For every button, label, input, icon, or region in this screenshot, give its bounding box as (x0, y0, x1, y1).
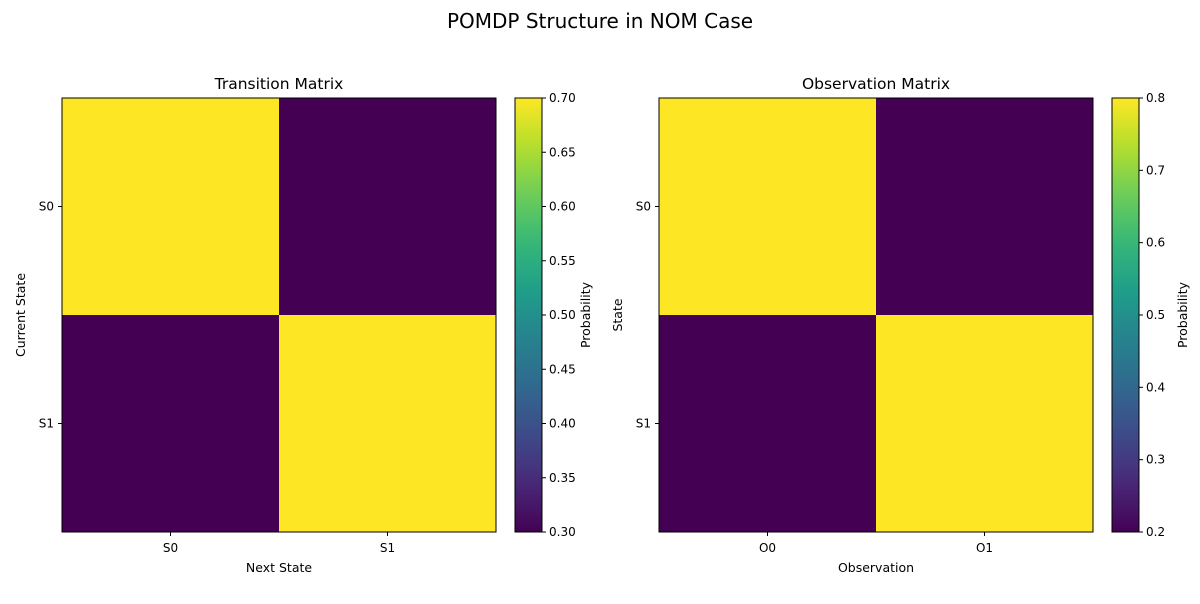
chart1-y-tick-label-1: S1 (636, 417, 651, 431)
chart1-axes-frame (658, 97, 1094, 533)
chart1-x-axis-label: Observation (838, 560, 914, 575)
chart1-x-tick-label-0: O0 (759, 541, 776, 555)
chart1-title: Observation Matrix (802, 75, 950, 93)
chart1-colorbar-tick-label-3: 0.5 (1146, 308, 1165, 322)
chart0-y-tick-label-1: S1 (39, 417, 54, 431)
chart0-colorbar-tick-label-2: 0.40 (549, 417, 576, 431)
chart0-colorbar-label: Probability (578, 281, 593, 348)
chart1-colorbar-tick-label-2: 0.4 (1146, 380, 1165, 394)
observation-matrix-panel: Observation Matrix O0 O1 S0 S1 Observation Sta… (610, 75, 1190, 575)
chart0-colorbar-tick-label-8: 0.70 (549, 91, 576, 105)
chart0-cell-0-0 (62, 98, 280, 316)
chart1-colorbar-tick-label-1: 0.3 (1146, 453, 1165, 467)
chart1-y-tick-label-0: S0 (636, 200, 651, 214)
chart1-y-axis-label: State (610, 298, 625, 331)
chart1-colorbar-label: Probability (1175, 281, 1190, 348)
chart0-y-tick-label-0: S0 (39, 200, 54, 214)
chart1-colorbar-tick-label-0: 0.2 (1146, 525, 1165, 539)
figure-title: POMDP Structure in NOM Case (447, 9, 753, 33)
chart0-colorbar (514, 97, 543, 533)
chart1-cell-0-1 (876, 98, 1094, 316)
chart1-cell-0-0 (659, 98, 877, 316)
chart1-x-tick-label-1: O1 (976, 541, 993, 555)
chart1-colorbar-tick-label-5: 0.7 (1146, 163, 1165, 177)
chart1-colorbar-tick-label-6: 0.8 (1146, 91, 1165, 105)
chart0-cell-1-0 (62, 315, 280, 533)
chart1-cell-1-1 (876, 315, 1094, 533)
chart0-colorbar-tick-label-0: 0.30 (549, 525, 576, 539)
chart0-y-axis-label: Current State (13, 273, 28, 357)
chart1-cell-1-0 (659, 315, 877, 533)
chart0-x-axis-label: Next State (246, 560, 312, 575)
chart0-title: Transition Matrix (214, 75, 344, 93)
chart0-cell-1-1 (279, 315, 497, 533)
chart0-x-tick-label-0: S0 (163, 541, 178, 555)
chart0-colorbar-tick-label-5: 0.55 (549, 254, 576, 268)
chart0-axes-frame (61, 97, 497, 533)
chart1-colorbar (1111, 97, 1140, 533)
chart0-x-tick-label-1: S1 (380, 541, 395, 555)
chart0-colorbar-tick-label-6: 0.60 (549, 200, 576, 214)
transition-matrix-panel: Transition Matrix S0 S1 S0 S1 Next State Curre… (13, 75, 593, 575)
chart0-colorbar-tick-label-4: 0.50 (549, 308, 576, 322)
chart0-cell-0-1 (279, 98, 497, 316)
chart0-colorbar-tick-label-7: 0.65 (549, 145, 576, 159)
chart0-colorbar-tick-label-1: 0.35 (549, 471, 576, 485)
chart1-colorbar-tick-label-4: 0.6 (1146, 236, 1165, 250)
chart0-colorbar-tick-label-3: 0.45 (549, 362, 576, 376)
